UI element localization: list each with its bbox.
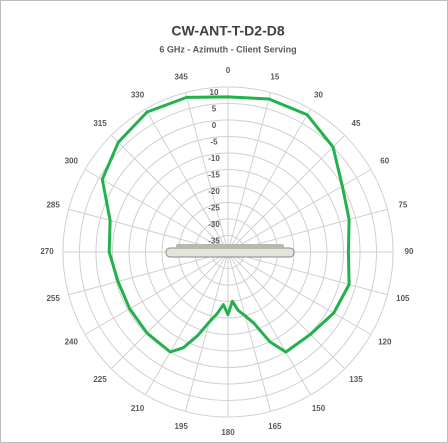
theta-tick-label: 180 (221, 428, 235, 437)
theta-tick-label: 0 (226, 66, 231, 75)
theta-tick-label: 150 (312, 404, 326, 413)
r-tick-label: 0 (212, 121, 217, 130)
grid: 0153045607590105120135150165180195210225… (40, 66, 414, 437)
r-tick-label: -20 (208, 187, 220, 196)
theta-tick-label: 285 (46, 200, 60, 209)
r-tick-label: -35 (208, 237, 220, 246)
theta-tick-label: 315 (93, 119, 107, 128)
r-tick-label: 5 (212, 105, 217, 114)
r-tick-label: -10 (208, 154, 220, 163)
theta-tick-label: 90 (405, 247, 414, 256)
theta-tick-label: 195 (174, 422, 188, 431)
theta-tick-label: 75 (398, 200, 407, 209)
r-tick-label: 10 (210, 88, 219, 97)
theta-tick-label: 45 (352, 119, 361, 128)
ring (128, 152, 328, 352)
chart-subtitle: 6 GHz - Azimuth - Client Serving (159, 44, 296, 54)
theta-tick-label: 255 (46, 294, 60, 303)
r-tick-label: -30 (208, 220, 220, 229)
ring (112, 136, 344, 368)
antenna-image (165, 244, 295, 258)
ring (95, 119, 361, 385)
theta-tick-label: 30 (314, 90, 323, 99)
theta-tick-label: 240 (65, 338, 79, 347)
marks (100, 95, 351, 354)
ring (62, 86, 394, 418)
ring (145, 169, 311, 335)
theta-tick-label: 270 (40, 247, 54, 256)
theta-tick-label: 135 (349, 375, 363, 384)
theta-tick-label: 330 (131, 90, 145, 99)
theta-tick-label: 15 (270, 72, 279, 81)
theta-tick-label: 210 (131, 404, 145, 413)
theta-tick-label: 225 (93, 375, 107, 384)
r-tick-label: -5 (210, 138, 218, 147)
r-tick-label: -15 (208, 171, 220, 180)
theta-tick-label: 60 (380, 157, 389, 166)
theta-tick-label: 300 (65, 157, 79, 166)
antenna-top (176, 244, 284, 249)
theta-tick-label: 165 (268, 422, 282, 431)
theta-tick-label: 345 (174, 72, 188, 81)
antenna-body (165, 247, 295, 258)
pattern-line (100, 95, 351, 354)
r-tick-label: -25 (208, 204, 220, 213)
chart-title: CW-ANT-T-D2-D8 (171, 23, 284, 39)
theta-tick-label: 120 (378, 338, 392, 347)
ring (79, 103, 377, 401)
theta-tick-label: 105 (396, 294, 410, 303)
